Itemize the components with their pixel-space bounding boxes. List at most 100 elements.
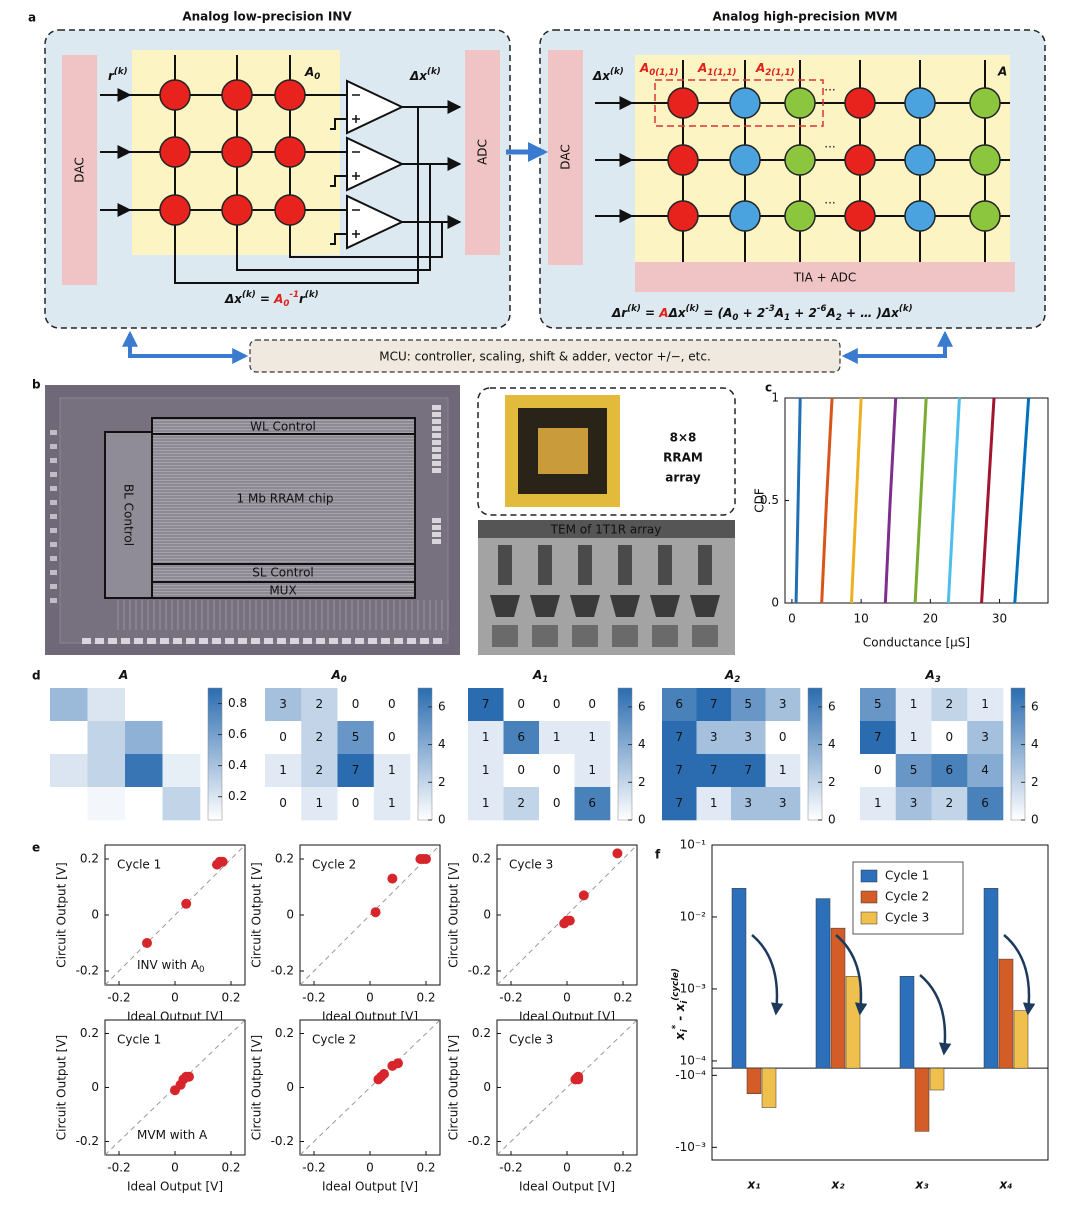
cell-label: 1: [588, 730, 596, 744]
bar: [899, 976, 915, 1069]
rram-cell: [844, 200, 876, 232]
op-amp: [346, 79, 405, 135]
pad: [432, 468, 441, 473]
mvm-formula-part: =: [641, 306, 659, 320]
heatmap-cell: [860, 754, 897, 788]
heatmap-cell: [50, 721, 88, 755]
y-axis-label-part: i: [680, 1000, 690, 1004]
package-label: RRAM: [663, 451, 703, 465]
mvm-formula-part: (k): [899, 304, 913, 314]
cell-label: 0: [279, 796, 287, 810]
pad: [381, 638, 390, 644]
pad: [432, 532, 441, 537]
heatmap-cell: [337, 688, 375, 722]
mvm-formula-part: 2: [836, 313, 842, 323]
pad: [277, 638, 286, 644]
heatmap-cell: [162, 721, 201, 755]
cell-label: 0: [553, 763, 561, 777]
y-axis-label-part: (cycle): [671, 968, 681, 1001]
tem-base: [532, 625, 558, 647]
package-label: array: [665, 471, 701, 485]
cell-label: 2: [946, 796, 954, 810]
ellipsis: ...: [824, 80, 835, 94]
heatmap-cell: [931, 754, 968, 788]
rram-cell: [159, 194, 191, 226]
heatmap-cell: [574, 688, 611, 722]
reference-line: [104, 844, 246, 986]
cell-label: 3: [910, 796, 918, 810]
readout-label: TIA + ADC: [793, 271, 857, 285]
input-label: r(k): [108, 67, 128, 83]
colorbar-label: 4: [438, 737, 446, 751]
ellipsis: ...: [824, 137, 835, 151]
y-tick-label: 0: [91, 1080, 99, 1094]
y-axis-label: xi* - xi(cycle): [671, 968, 690, 1041]
plus-sign: [352, 172, 360, 180]
mvm-formula-part: 0: [732, 313, 738, 323]
bar: [746, 1067, 762, 1094]
pad: [108, 638, 117, 644]
y-tick-label: -10⁻³: [675, 1140, 706, 1154]
heatmap-cell: [696, 754, 732, 788]
panel-label: d: [32, 669, 41, 683]
cell-label: 1: [482, 796, 490, 810]
bar: [983, 888, 999, 1069]
rram-cell: [969, 200, 1001, 232]
cell-label: 1: [588, 763, 596, 777]
x-tick-label: -0.2: [302, 991, 325, 1005]
y-tick-label: 10⁻¹: [680, 838, 707, 852]
heatmap-cell: [539, 754, 575, 788]
cell-label: 5: [744, 697, 752, 711]
tem-cell: [530, 595, 560, 617]
inv-formula-part: -1: [289, 290, 299, 300]
slice-label: A0(1,1): [639, 61, 679, 78]
cell-label: 2: [316, 730, 324, 744]
pad: [50, 500, 57, 505]
pad: [50, 514, 57, 519]
cell-label: 0: [779, 730, 787, 744]
point: [393, 1058, 403, 1069]
x-tick-label: 20: [923, 612, 938, 626]
cell-label: 6: [946, 763, 954, 777]
cell-label: 0: [517, 763, 525, 777]
bar: [731, 888, 747, 1069]
colorbar-label: 4: [828, 737, 836, 751]
inv-formula-part: A: [273, 292, 283, 306]
heatmap-cell: [87, 721, 126, 755]
y-tick-label: -10⁻⁴: [675, 1068, 706, 1082]
pad: [251, 638, 260, 644]
cdf-line: [794, 397, 802, 604]
inv-formula-part: =: [256, 292, 274, 306]
y-axis-label-part: x: [673, 1031, 687, 1041]
heatmap-cell: [125, 754, 163, 788]
input-label-part: (k): [114, 67, 128, 77]
pad: [95, 638, 104, 644]
op-amp: [346, 194, 405, 250]
heatmap-title-part: A: [724, 668, 734, 682]
colorbar: [207, 687, 223, 821]
cell-label: 1: [316, 796, 324, 810]
heatmap-title: A3: [925, 668, 941, 685]
y-tick-label: 0: [483, 908, 491, 922]
y-tick-label: 10⁻⁴: [680, 1053, 707, 1067]
tem-column: [698, 545, 712, 585]
heatmap-cell: [265, 754, 302, 788]
pad: [50, 584, 57, 589]
mvm-formula-part: A: [658, 306, 668, 320]
cell-label: 6: [675, 697, 683, 711]
inv-formula-part: r: [299, 292, 306, 306]
slice-label: A1(1,1): [697, 61, 737, 78]
y-tick-label: 0: [483, 1080, 491, 1094]
pad: [160, 638, 169, 644]
tem-header: [478, 520, 735, 538]
heatmap-cell: [373, 721, 411, 755]
heatmap-cell: [696, 688, 732, 722]
heatmap-cell: [503, 688, 540, 722]
point: [370, 907, 381, 918]
cell-label: 1: [910, 697, 918, 711]
ground: [330, 175, 347, 187]
pad: [50, 472, 57, 477]
pad: [355, 638, 364, 644]
heatmap-cell: [931, 721, 968, 755]
x-axis-label: Conductance [μS]: [863, 636, 970, 650]
